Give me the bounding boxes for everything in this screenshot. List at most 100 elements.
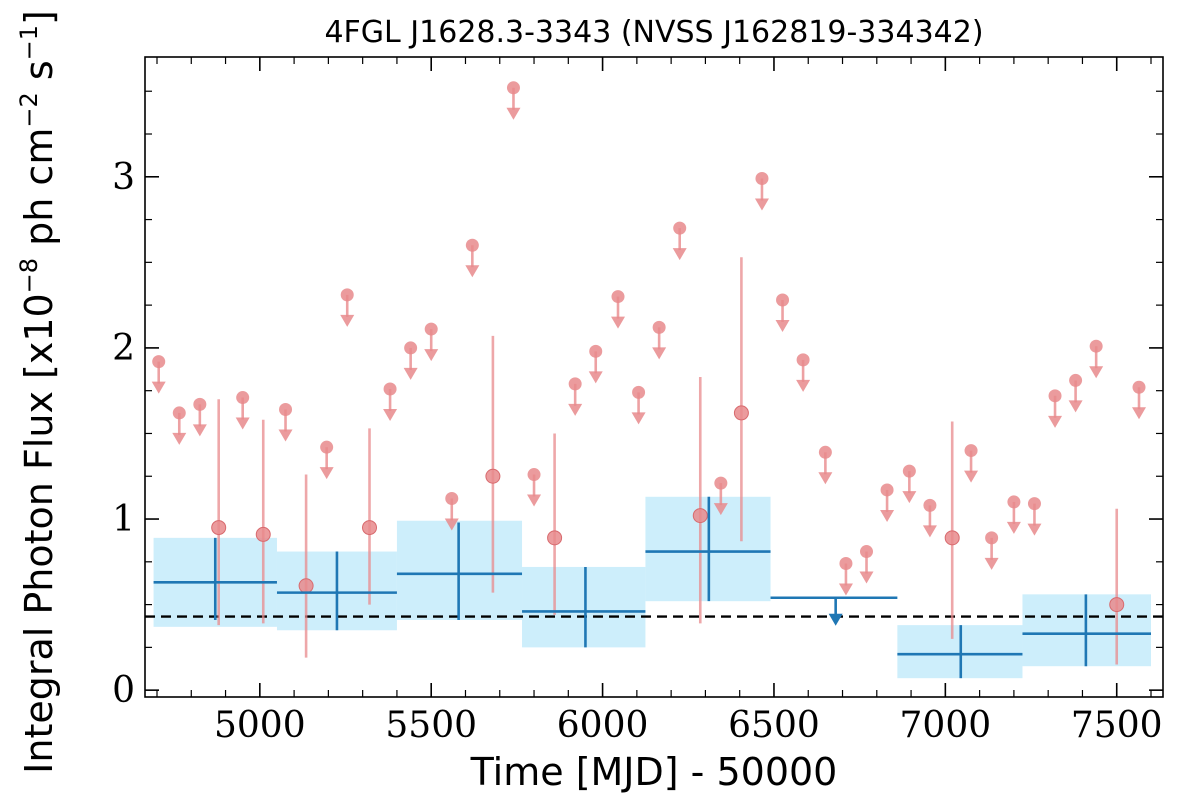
short-bin-upper-limit: [278, 403, 293, 442]
x-tick-labels: 5000 5500 6000 6500 7000 7500: [214, 705, 1163, 746]
y-label-exp2: −2: [15, 92, 43, 127]
upper-limit-arrow: [192, 424, 207, 437]
long-bin-point: [897, 625, 1023, 679]
upper-limit-point: [923, 498, 937, 512]
upper-limit-point: [632, 385, 646, 399]
short-bin-upper-limit: [506, 81, 521, 120]
upper-limit-arrow: [902, 491, 917, 504]
short-bin-upper-limit: [1132, 380, 1147, 420]
short-bin-upper-limit: [527, 468, 542, 507]
upper-limit-point: [404, 341, 418, 355]
y-label-exp1: −8: [15, 258, 43, 293]
upper-limit-point: [652, 320, 666, 334]
y-tick-label: 1: [112, 499, 135, 540]
y-label-exp3: −1: [15, 25, 43, 60]
long-bin-point: [153, 537, 277, 620]
upper-limit-arrow: [859, 571, 874, 584]
detection-point: [211, 520, 227, 536]
detection-point: [547, 530, 563, 546]
short-bin-upper-limit: [775, 293, 790, 332]
short-bin-upper-limit: [984, 531, 999, 570]
long-bin-upper-limit: [770, 596, 898, 626]
short-bin-upper-limit: [1089, 339, 1104, 379]
short-bin-upper-limit: [319, 440, 334, 480]
short-bin-upper-limit: [383, 382, 398, 421]
upper-limit-point: [193, 397, 207, 411]
upper-limit-arrow: [838, 583, 853, 596]
chart-title: 4FGL J1628.3-3343 (NVSS J162819-334342): [324, 15, 983, 50]
upper-limit-arrow: [319, 467, 334, 480]
short-bin-upper-limit: [611, 290, 626, 329]
short-bin-upper-limit: [465, 238, 480, 278]
upper-limit-arrow: [444, 518, 459, 531]
upper-limit-point: [465, 238, 479, 252]
detection-point: [1109, 597, 1125, 613]
upper-limit-arrow: [1089, 366, 1104, 379]
long-bin-point: [276, 551, 397, 631]
x-axis-label: Time [MJD] - 50000: [470, 750, 838, 794]
upper-limit-point: [172, 406, 186, 420]
short-bin-detection: [1109, 508, 1125, 665]
upper-limit-arrow: [340, 314, 355, 327]
short-bin-upper-limit: [1027, 497, 1042, 536]
plot-frame: [144, 56, 1164, 698]
upper-limit-point: [673, 221, 687, 235]
upper-limit-arrow: [922, 525, 937, 538]
short-bin-detection: [255, 419, 271, 624]
short-bin-detection: [362, 428, 378, 605]
upper-limit-arrow: [713, 503, 728, 516]
long-bin-points: [153, 496, 1152, 679]
short-bin-detections: [211, 257, 1125, 665]
axis-ticks: [145, 57, 1163, 697]
upper-limit-point: [714, 476, 728, 490]
long-bin-point: [645, 496, 771, 602]
upper-limit-arrow: [1132, 407, 1147, 420]
x-tick-label: 7500: [1071, 705, 1163, 746]
short-bin-upper-limit: [151, 355, 166, 394]
upper-limit-arrow: [151, 381, 166, 394]
upper-limit-point: [1132, 380, 1146, 394]
y-tick-label: 2: [112, 328, 135, 369]
long-bin-point: [396, 522, 523, 620]
upper-limit-point: [1027, 497, 1041, 511]
short-bin-upper-limit: [859, 545, 874, 584]
upper-limit-arrow: [527, 494, 542, 507]
short-bin-upper-limit: [1006, 495, 1021, 534]
x-tick-label: 6500: [728, 705, 820, 746]
x-tick-label: 7000: [900, 705, 992, 746]
upper-limit-point: [755, 171, 769, 185]
short-bin-detection: [692, 377, 708, 624]
short-bin-upper-limit: [672, 221, 687, 261]
detection-point: [944, 530, 960, 546]
upper-limit-point: [776, 293, 790, 307]
detection-point: [362, 520, 378, 536]
upper-limit-point: [1007, 495, 1021, 509]
short-bin-upper-limit: [172, 406, 187, 445]
upper-limit-point: [340, 288, 354, 302]
upper-limit-point: [964, 444, 978, 458]
long-bin-point: [1022, 594, 1152, 667]
upper-limit-point: [236, 391, 250, 405]
upper-limit-point: [860, 545, 874, 559]
long-bin-point: [522, 566, 646, 648]
upper-limit-arrow: [465, 265, 480, 278]
upper-limit-arrow: [568, 403, 583, 416]
upper-limit-point: [589, 344, 603, 358]
long-bin-band: [522, 566, 646, 648]
upper-limit-point: [796, 353, 810, 367]
upper-limit-point: [527, 468, 541, 482]
upper-limit-arrow: [1068, 400, 1083, 413]
short-bin-upper-limit: [902, 464, 917, 504]
upper-limit-point: [383, 382, 397, 396]
short-bin-upper-limit: [796, 353, 811, 392]
upper-limit-point: [611, 290, 625, 304]
upper-limit-arrow: [1048, 415, 1063, 428]
short-bin-upper-limit: [1048, 389, 1063, 428]
x-tick-label: 5500: [385, 705, 477, 746]
plot-area: [145, 81, 1163, 679]
short-bin-detection: [211, 399, 227, 626]
upper-limit-arrow: [672, 248, 687, 261]
short-bin-upper-limit: [588, 344, 603, 384]
upper-limit-point: [839, 557, 853, 571]
y-tick-label: 3: [112, 157, 135, 198]
